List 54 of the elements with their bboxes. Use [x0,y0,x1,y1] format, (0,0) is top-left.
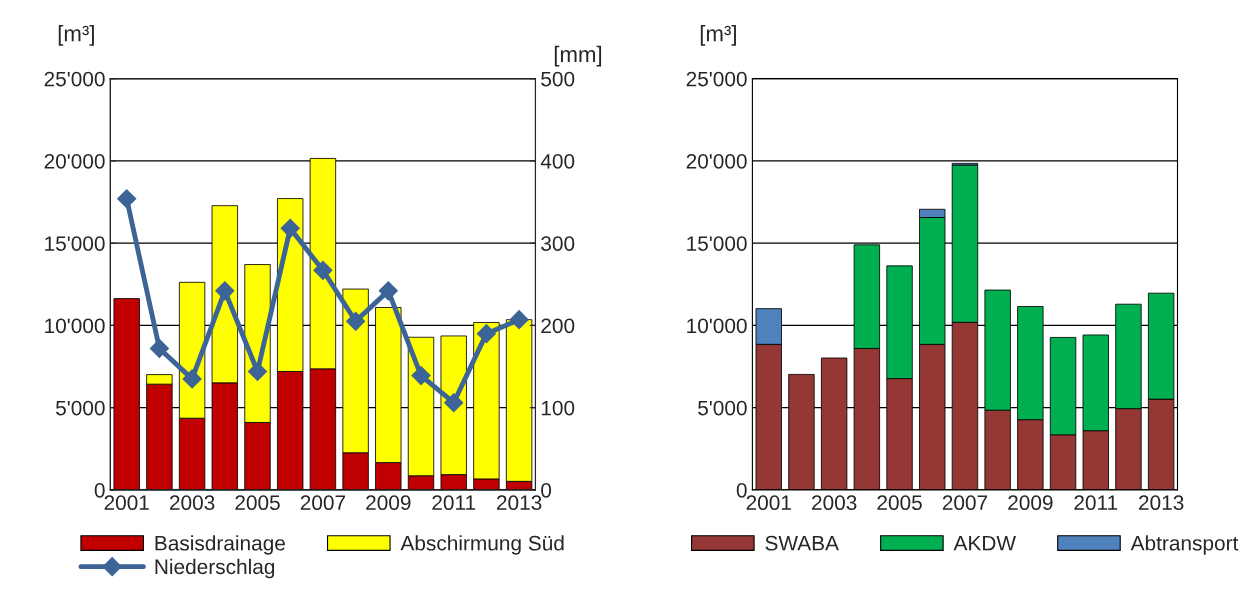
x-tick-label: 2011 [1074,495,1118,511]
point [411,366,431,386]
y-tick-label: 15'000 [687,236,747,251]
y2-tick-label: 0 [541,482,552,498]
point [280,218,300,238]
x-tick-label: 2007 [300,495,346,511]
y2-tick-label: 400 [540,153,575,169]
point [215,281,235,301]
x-tick-label: 2001 [746,495,791,511]
point [149,338,169,358]
point [117,189,137,209]
x-tick-label: 2001 [104,495,149,511]
y2-tick-label: 100 [541,400,575,416]
y-tick-label: 0 [94,482,105,498]
y2-tick-label: 500 [541,71,575,87]
point [378,281,398,301]
point [182,369,202,389]
x-tick-label: 2005 [877,495,922,511]
point [444,393,464,413]
y-tick-label: 0 [736,482,747,498]
x-tick-label: 2011 [432,495,476,511]
y-axis-title: [m³] [700,25,736,46]
point [313,260,333,280]
x-tick-label: 2007 [942,495,988,511]
y2-tick-label: 200 [541,318,575,334]
x-tick-label: 2013 [1139,495,1184,511]
legend-label: SWABA [765,535,839,551]
point [346,311,366,331]
y-tick-label: 20'000 [686,153,747,169]
y2-tick-label: 300 [541,236,575,251]
legend-label: Abtransport [1130,535,1239,555]
x-tick-label: 2003 [169,495,215,511]
legend-label: Basisdrainage [155,535,285,555]
x-tick-label: 2003 [812,495,857,511]
x-tick-label: 2009 [1008,495,1053,511]
point [509,310,529,330]
y-tick-label: 20'000 [44,153,105,169]
x-tick-label: 2009 [366,495,411,511]
y-tick-label: 5'000 [56,400,105,416]
y-tick-label: 25'000 [44,71,105,87]
y-tick-label: 5'000 [698,400,747,416]
y-tick-label: 15'000 [45,236,105,251]
point [247,361,268,382]
point [476,324,496,344]
y2-axis-title: [mm] [554,45,602,67]
legend-label: Niederschlag [155,558,275,579]
y-tick-label: 10'000 [45,318,105,334]
y-axis-title: [m³] [58,25,94,46]
y-tick-label: 25'000 [686,71,747,87]
x-tick-label: 2005 [235,495,280,511]
legend-label: AKDW [953,536,1016,551]
y-tick-label: 10'000 [687,318,747,334]
legend-label: Abschirmung Süd [400,535,564,555]
x-tick-label: 2013 [496,495,542,511]
